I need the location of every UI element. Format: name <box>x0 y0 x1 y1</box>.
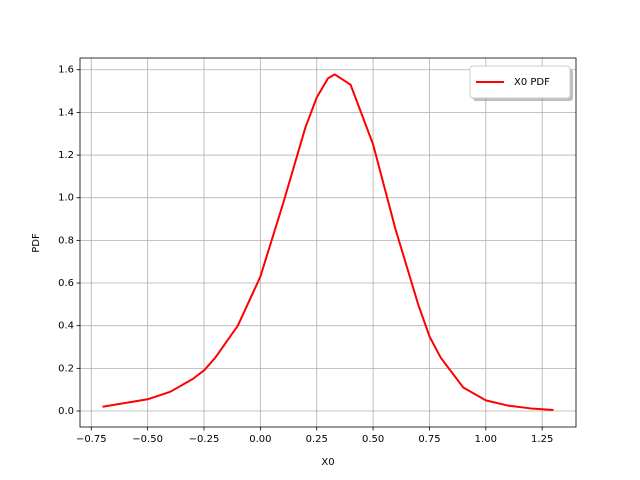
y-tick-label: 0.0 <box>58 406 74 417</box>
x-axis-label: X0 <box>321 457 334 468</box>
x-tick-label: 0.75 <box>418 434 440 445</box>
y-axis-label: PDF <box>31 233 42 253</box>
data-line <box>102 73 554 411</box>
y-tick-label: 1.4 <box>58 107 74 118</box>
y-tick-label: 1.2 <box>58 150 74 161</box>
y-tick-label: 0.2 <box>58 363 74 374</box>
x-tick-label: 1.00 <box>475 434 497 445</box>
legend-box <box>469 65 571 99</box>
x-tick-label: −0.75 <box>76 434 107 445</box>
x-tick-label: 1.25 <box>531 434 553 445</box>
y-tick-label: 0.4 <box>58 321 74 332</box>
y-tick-label: 1.6 <box>58 65 74 76</box>
x-tick-label: 0.00 <box>249 434 271 445</box>
x-tick-label: −0.50 <box>132 434 163 445</box>
y-tick-label: 0.6 <box>58 278 74 289</box>
x-tick-label: 0.50 <box>362 434 384 445</box>
ticks: −0.75 −0.50 −0.25 0.00 0.25 0.50 0.75 1.00 1.25 0… <box>58 65 553 445</box>
x-tick-label: 0.25 <box>306 434 328 445</box>
y-tick-label: 0.8 <box>58 235 74 246</box>
axes-frame <box>79 57 577 428</box>
legend-label: X0 PDF <box>514 77 550 88</box>
plot <box>102 73 554 411</box>
x-tick-label: −0.25 <box>189 434 220 445</box>
grid <box>80 58 576 427</box>
y-tick-label: 1.0 <box>58 193 74 204</box>
legend: X0 PDF <box>469 65 573 101</box>
